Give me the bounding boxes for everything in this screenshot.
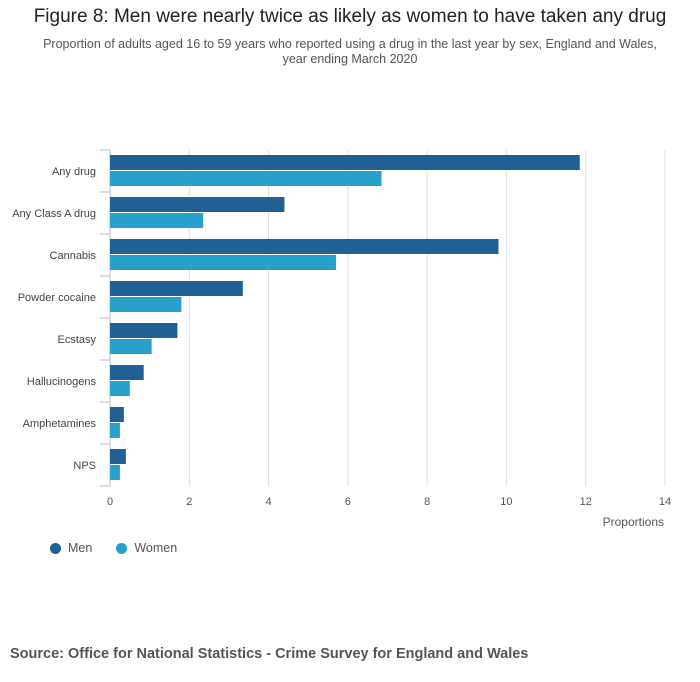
chart-subtitle: Proportion of adults aged 16 to 59 years… — [43, 37, 657, 66]
bar-women — [110, 255, 336, 270]
category-labels: Any drug Any Class A drug Cannabis Powder c… — [12, 149, 110, 487]
legend-label-women: Women — [134, 541, 178, 555]
chart-title: Figure 8: Men were nearly twice as likel… — [33, 6, 667, 27]
category-label: Amphetamines — [23, 418, 97, 430]
x-tick-label: 10 — [500, 496, 512, 508]
legend-marker-men — [50, 542, 61, 554]
category-label: Cannabis — [50, 250, 97, 262]
x-tick-label: 8 — [424, 496, 430, 508]
x-axis-label: Proportions — [603, 515, 664, 529]
legend: Men Women — [50, 541, 177, 555]
x-tick-label: 12 — [580, 496, 592, 508]
bar-women — [110, 171, 382, 186]
source-note: Source: Office for National Statistics -… — [10, 646, 529, 662]
legend-label-men: Men — [68, 541, 93, 555]
bar-men — [110, 365, 144, 380]
category-label: Powder cocaine — [18, 292, 96, 304]
category-label: Any Class A drug — [12, 208, 96, 220]
x-tick-label: 0 — [107, 496, 113, 508]
category-label: Ecstasy — [57, 334, 96, 346]
bar-men — [110, 197, 285, 212]
x-tick-label: 14 — [659, 496, 671, 508]
bar-women — [110, 381, 130, 396]
bar-women — [110, 339, 152, 354]
x-tick-label: 6 — [345, 496, 351, 508]
bar-women — [110, 465, 120, 480]
bar-women — [110, 213, 204, 228]
x-tick-label: 2 — [186, 496, 192, 508]
bar-men — [110, 449, 126, 464]
category-label: Hallucinogens — [27, 376, 97, 388]
bar-men — [110, 407, 124, 422]
bar-women — [110, 297, 182, 312]
bar-men — [110, 239, 499, 254]
legend-marker-women — [116, 542, 128, 554]
x-tick-labels: 0 2 4 6 8 10 12 14 — [107, 496, 671, 508]
x-tick-label: 4 — [266, 496, 272, 508]
category-label: NPS — [73, 460, 96, 472]
bars — [110, 155, 580, 480]
bar-women — [110, 423, 120, 438]
bar-men — [110, 155, 580, 170]
category-label: Any drug — [52, 166, 96, 178]
legend-item-men[interactable]: Men — [50, 541, 92, 555]
legend-item-women[interactable]: Women — [116, 541, 177, 555]
bar-men — [110, 323, 178, 338]
bar-men — [110, 281, 243, 296]
